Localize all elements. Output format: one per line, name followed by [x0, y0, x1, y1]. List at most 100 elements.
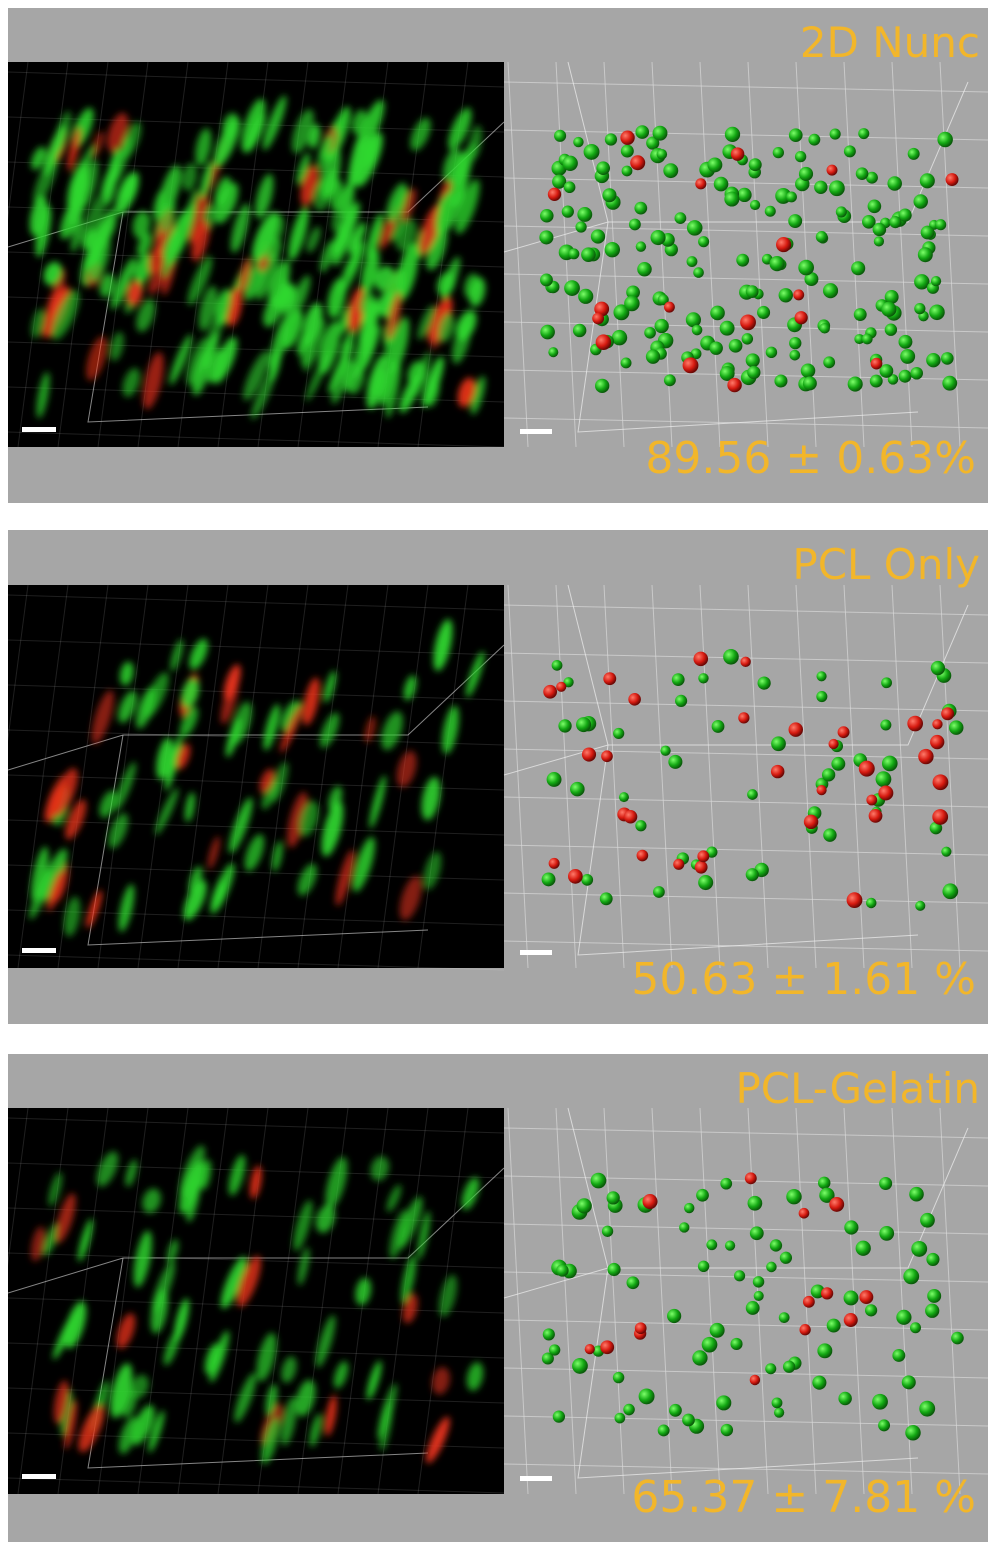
- live-cell: [710, 1323, 725, 1338]
- scale-bar: [22, 1474, 56, 1479]
- live-cell: [941, 847, 951, 857]
- live-cell: [675, 212, 687, 224]
- live-cell: [658, 1425, 670, 1437]
- live-cell: [687, 220, 703, 236]
- live-cell: [881, 677, 892, 688]
- live-cell: [605, 242, 620, 257]
- live-cell: [808, 134, 820, 146]
- grid-line: [504, 605, 988, 615]
- live-cell: [709, 341, 722, 354]
- live-cell: [766, 1262, 777, 1273]
- live-cell: [887, 176, 902, 191]
- grid-line: [504, 845, 988, 855]
- live-cell: [900, 349, 915, 364]
- grid-line: [504, 1128, 988, 1138]
- live-cell: [636, 241, 646, 251]
- grid-line: [892, 585, 912, 968]
- live-cell: [736, 254, 749, 267]
- grid-line: [504, 178, 988, 188]
- live-cell: [595, 379, 609, 393]
- grid-line: [604, 1108, 624, 1494]
- dead-cell: [549, 858, 560, 869]
- live-cell: [816, 691, 827, 702]
- spheres: [542, 649, 964, 911]
- live-cell: [862, 334, 873, 345]
- live-cell: [876, 771, 892, 787]
- live-cell: [942, 883, 958, 899]
- panel: 2D Nunc89.56 ± 0.63%: [8, 8, 988, 503]
- dead-cell: [933, 774, 949, 790]
- dead-cell: [745, 1172, 757, 1184]
- grid-line: [748, 585, 768, 968]
- live-cell: [568, 248, 579, 259]
- live-cell: [624, 296, 639, 311]
- live-cell: [870, 375, 883, 388]
- live-cell: [679, 1222, 689, 1232]
- dead-cell: [582, 747, 596, 761]
- live-cell: [548, 347, 558, 357]
- grid-line: [504, 893, 988, 903]
- live-cell: [669, 1404, 682, 1417]
- live-cell: [879, 1177, 892, 1190]
- live-cell: [549, 1344, 560, 1355]
- live-cell: [836, 206, 847, 217]
- live-cell: [576, 717, 591, 732]
- live-cell: [874, 236, 884, 246]
- dead-cell: [821, 1287, 833, 1299]
- scale-bar: [520, 950, 552, 955]
- live-cell: [921, 226, 935, 240]
- dead-cell: [771, 765, 784, 778]
- live-cell: [563, 156, 578, 171]
- dead-cell: [628, 693, 641, 706]
- dead-cell: [585, 1344, 595, 1354]
- dead-cell: [827, 165, 838, 176]
- live-cell: [653, 886, 665, 898]
- live-cell: [788, 214, 802, 228]
- live-cell: [684, 1203, 694, 1213]
- dead-cell: [847, 892, 863, 908]
- live-cell: [910, 1322, 921, 1333]
- grid-line: [748, 1108, 768, 1494]
- live-cell: [629, 219, 641, 231]
- panel: PCL-Gelatin65.37 ± 7.81 %: [8, 1054, 988, 1542]
- dead-cell: [740, 657, 750, 667]
- live-cell: [926, 353, 940, 367]
- live-cell: [639, 1388, 655, 1404]
- live-cell: [573, 324, 586, 337]
- live-cell: [844, 145, 856, 157]
- live-cell: [872, 1394, 888, 1410]
- dead-cell: [697, 850, 709, 862]
- live-cell: [816, 671, 826, 681]
- grid-line: [892, 62, 912, 447]
- live-cell: [644, 327, 656, 339]
- live-cell: [780, 1252, 792, 1264]
- scale-bar: [520, 429, 552, 434]
- live-cell: [702, 1337, 718, 1353]
- spheres: [542, 1172, 964, 1440]
- live-cell: [706, 1239, 717, 1250]
- live-cell: [692, 1350, 707, 1365]
- live-cell: [746, 285, 759, 298]
- live-cell: [844, 1291, 859, 1306]
- live-cell: [716, 1395, 731, 1410]
- dead-cell: [828, 739, 838, 749]
- live-cell: [578, 289, 593, 304]
- dead-cell: [869, 809, 883, 823]
- dead-cell: [600, 1340, 614, 1354]
- live-cell: [720, 1178, 732, 1190]
- live-cell: [822, 768, 835, 781]
- live-cell: [748, 1196, 763, 1211]
- live-cell: [742, 333, 753, 344]
- live-cell: [823, 828, 836, 841]
- live-cell: [712, 720, 725, 733]
- live-cell: [913, 194, 927, 208]
- live-cell: [757, 306, 770, 319]
- grid-line: [508, 1108, 528, 1494]
- live-cell: [856, 1241, 871, 1256]
- dead-cell: [804, 815, 818, 829]
- dead-cell: [731, 147, 744, 160]
- grid-line: [604, 585, 624, 968]
- dead-cell: [548, 188, 561, 201]
- live-cell: [698, 236, 709, 247]
- live-cell: [746, 1301, 760, 1315]
